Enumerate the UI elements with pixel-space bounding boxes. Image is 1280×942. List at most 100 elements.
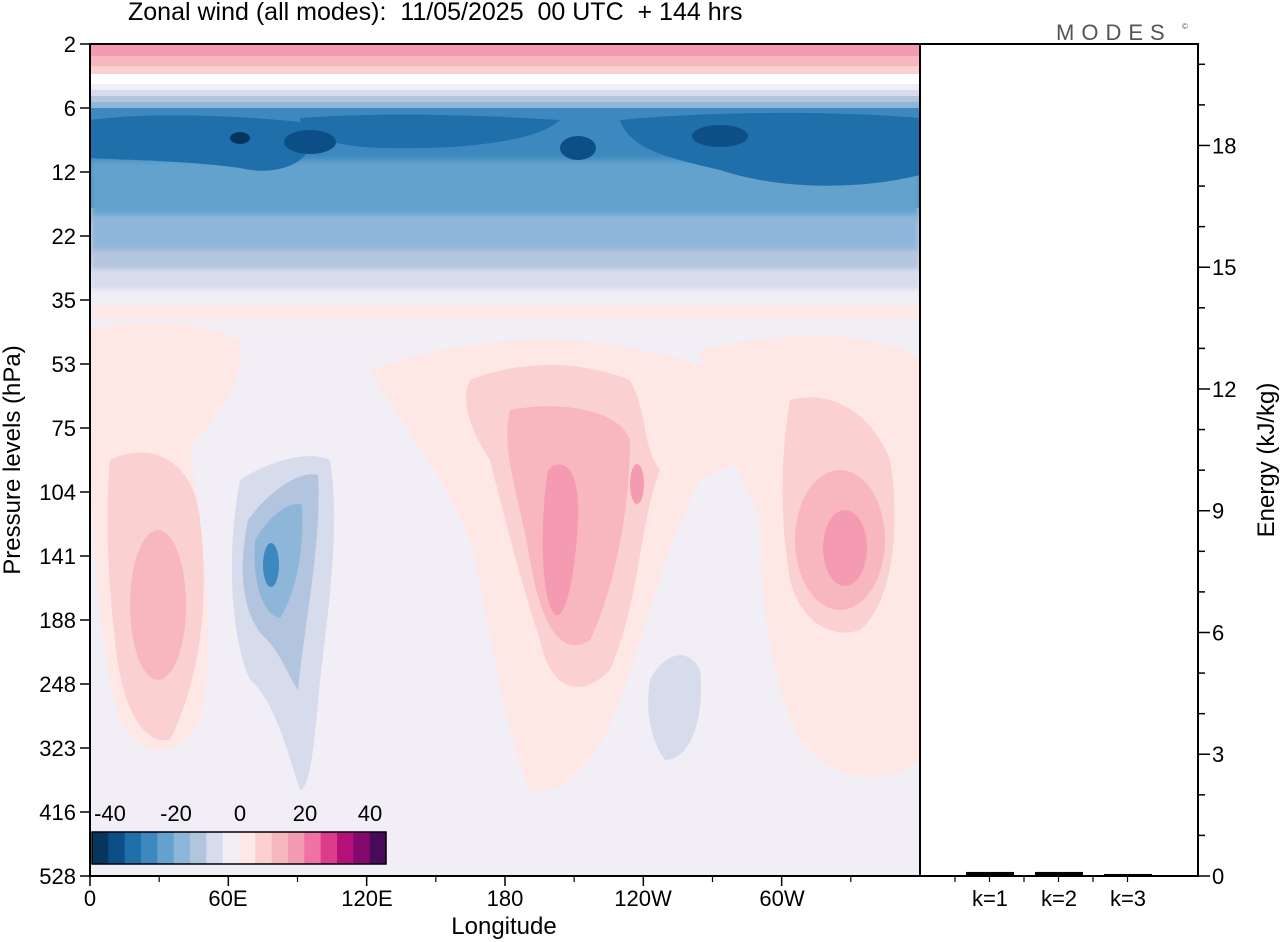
colorbar-swatch [206,832,224,864]
pressure-axis: 2 6 12 22 35 53 75 104 141 188 248 323 4… [39,32,76,889]
energy-bar [1104,873,1152,876]
x-axis-label: Longitude [451,913,556,940]
energy-tick-label: 15 [1212,255,1236,280]
longitude-axis-ticks [89,876,852,886]
field-westerly-central-max [542,464,579,616]
field-jet-max-4 [230,132,250,144]
y-tick-label: 35 [52,288,76,313]
colorbar [91,831,387,865]
y-tick-label: 323 [39,736,76,761]
energy-panel-frame [919,43,1199,877]
energy-tick-label: 9 [1212,499,1224,524]
energy-axis: 0 3 6 9 12 15 18 [954,63,1236,889]
field-stratopause-1 [90,44,920,58]
energy-bar [966,871,1014,876]
x-tick-label: 180 [487,886,524,911]
colorbar-swatch [337,832,354,864]
colorbar-swatch [255,832,273,864]
y-tick-label: 104 [39,480,76,505]
field-jet-max-1 [284,130,336,154]
x-tick-label: 120W [614,886,672,911]
field-jet-max-3 [560,136,596,160]
zonal-wind-field [90,44,920,876]
field-stratopause-4 [90,74,920,86]
modes-logo: MODES [1056,20,1172,45]
x-tick-label: 120E [341,886,392,911]
x-tick-label: 0 [84,886,96,911]
energy-bars [966,871,1152,876]
field-westerly-central-max-2 [630,464,644,504]
field-stratopause-7 [90,96,920,104]
x-tick-label: 60W [759,886,804,911]
colorbar-swatch [124,832,142,864]
longitude-axis: 0 60E 120E 180 120W 60W [84,886,805,911]
y-tick-label: 2 [64,32,76,57]
energy-axis-label: Energy (kJ/kg) [1253,383,1280,538]
colorbar-tick-label: -20 [160,801,192,826]
energy-category-label: k=3 [1110,886,1146,911]
colorbar-frame [91,831,387,865]
colorbar-tick-label: 40 [358,801,382,826]
field-transition-5 [90,306,920,320]
y-tick-label: 75 [52,416,76,441]
energy-tick-label: 12 [1212,377,1236,402]
colorbar-labels: -40 -20 0 20 40 [94,801,382,826]
field-stratopause-3 [90,66,920,76]
colorbar-swatch [304,832,322,864]
colorbar-swatch [369,832,387,864]
chart-title: Zonal wind (all modes): 11/05/2025 00 UT… [128,0,743,26]
y-tick-label: 6 [64,96,76,121]
colorbar-swatch [108,832,126,864]
energy-tick-label: 18 [1212,134,1236,159]
energy-tick-label: 6 [1212,621,1224,646]
colorbar-swatch [173,832,191,864]
y-tick-label: 141 [39,544,76,569]
y-tick-label: 528 [39,864,76,889]
field-jet-max-2 [692,125,748,147]
colorbar-swatch [157,832,175,864]
energy-category-label: k=2 [1041,886,1077,911]
field-stratopause-8 [90,102,920,110]
energy-tick-label: 0 [1212,864,1224,889]
colorbar-swatch [271,832,289,864]
field-transition-3 [90,270,920,292]
colorbar-swatch [353,832,371,864]
y-axis-label: Pressure levels (hPa) [0,345,26,574]
field-westerly-east-max [823,510,867,586]
colorbar-swatch [141,832,158,864]
y-tick-label: 248 [39,672,76,697]
field-stratopause-5 [90,84,920,92]
copyright-mark: © [1182,22,1188,31]
y-tick-label: 22 [52,224,76,249]
field-transition-1 [90,215,920,255]
colorbar-swatch [190,832,207,864]
colorbar-swatch [288,832,305,864]
pressure-axis-ticks [80,43,90,877]
energy-bar [1035,871,1083,876]
energy-category-labels: k=1 k=2 k=3 [972,886,1146,911]
colorbar-swatch [222,832,240,864]
y-tick-label: 53 [52,352,76,377]
colorbar-tick-label: 0 [234,801,246,826]
field-stratopause-6 [90,90,920,98]
field-jet-core-mid [300,114,560,149]
field-easterly-patch [648,655,701,760]
y-tick-label: 188 [39,608,76,633]
colorbar-tick-label: -40 [94,801,126,826]
x-tick-label: 60E [208,886,247,911]
field-stratopause-2 [90,56,920,68]
colorbar-swatch [239,832,256,864]
y-tick-label: 12 [52,160,76,185]
colorbar-tick-label: 20 [293,801,317,826]
colorbar-swatch [92,832,109,864]
energy-tick-label: 3 [1212,742,1224,767]
colorbar-swatch [320,832,338,864]
field-jet-core-west [90,115,311,171]
field-transition-4 [90,290,920,308]
field-transition-2 [90,250,920,272]
field-easterly-core [263,543,279,587]
field-westerly-west-core [130,530,186,680]
energy-category-label: k=1 [972,886,1008,911]
y-tick-label: 416 [39,800,76,825]
